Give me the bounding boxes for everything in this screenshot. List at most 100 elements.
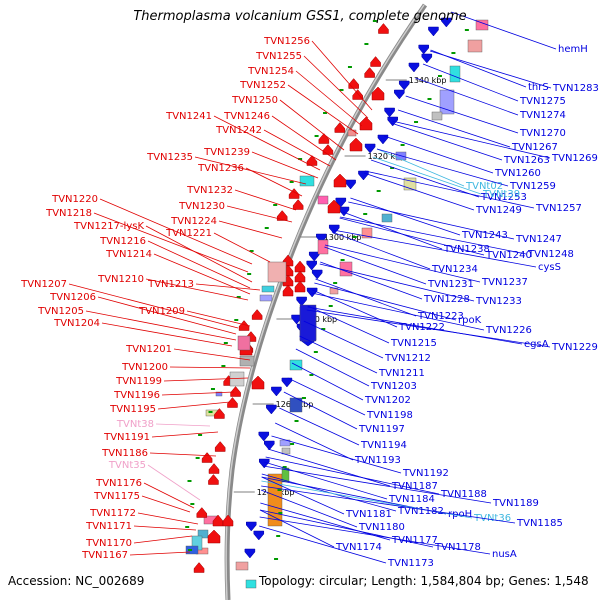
gc-skew-mark: [427, 98, 432, 100]
forward-gene-arrow: [193, 562, 205, 573]
forward-gene-arrow: [364, 67, 375, 78]
reverse-gene-label: TVN1173: [387, 558, 434, 569]
forward-feature-block: [261, 285, 275, 293]
forward-feature-block: [259, 294, 273, 302]
forward-gene-leader-line: [137, 512, 199, 525]
forward-gene-leader-line: [145, 278, 249, 301]
orange-feature-block: [267, 473, 283, 527]
forward-gene-arrow: [306, 155, 318, 166]
forward-gene-arrow: [222, 514, 234, 527]
reverse-gene-arrow: [271, 386, 282, 397]
forward-gene-label: TVN1170: [85, 538, 132, 549]
reverse-gene-label: rpoK: [458, 315, 482, 326]
reverse-gene-label: TVN1263: [503, 155, 550, 166]
reverse-gene-label: TVN1194: [360, 440, 407, 451]
reverse-gene-label: TVN1184: [388, 494, 435, 505]
gc-skew-mark: [352, 236, 357, 238]
forward-gene-label: TVNt38: [116, 419, 154, 430]
forward-gene-label: TVN1241: [165, 111, 212, 122]
forward-gene-label: TVN1242: [215, 125, 262, 136]
gc-skew-mark: [321, 328, 326, 330]
reverse-gene-arrow: [253, 530, 265, 541]
gc-skew-mark: [274, 558, 279, 560]
reverse-gene-arrow: [428, 26, 439, 37]
reverse-gene-label: TVN1257: [535, 203, 582, 214]
feature-box: [439, 89, 455, 115]
reverse-gene-leader-line: [383, 135, 494, 174]
reverse-gene-leader-line: [340, 216, 527, 255]
reverse-gene-label: TVN1228: [423, 294, 470, 305]
reverse-gene-leader-line: [324, 244, 481, 283]
reverse-gene-leader-line: [259, 516, 491, 555]
gc-skew-mark: [290, 443, 295, 445]
forward-gene-arrow: [208, 474, 219, 485]
forward-feature-block: [317, 239, 329, 255]
reverse-gene-arrow: [258, 431, 270, 442]
reverse-gene-label: TVN1247: [515, 234, 562, 245]
forward-gene-leader-line: [157, 401, 231, 410]
forward-gene-label: TVN1235: [146, 152, 193, 163]
forward-gene-label: TVN1250: [231, 95, 278, 106]
kbp-tick-label: 1340 kbp: [409, 76, 447, 85]
forward-gene-arrow: [334, 122, 346, 133]
reverse-gene-label: TVN1198: [366, 410, 413, 421]
reverse-gene-leader-line: [264, 461, 388, 500]
forward-feature-block: [299, 175, 315, 187]
feature-box: [235, 561, 249, 571]
gc-skew-mark: [278, 512, 283, 514]
forward-gene-label: TVN1224: [170, 216, 217, 227]
gc-skew-mark: [323, 112, 328, 114]
forward-gene-leader-line: [213, 115, 321, 171]
forward-gene-leader-line: [271, 115, 337, 161]
reverse-gene-leader-line: [405, 95, 519, 134]
forward-gene-leader-line: [287, 84, 359, 135]
forward-gene-leader-line: [173, 348, 251, 361]
forward-gene-arrow: [322, 144, 334, 155]
forward-gene-label: TVN1196: [113, 390, 160, 401]
reverse-gene-leader-line: [315, 278, 417, 317]
forward-gene-label: TVN1239: [203, 147, 250, 158]
gc-skew-mark: [273, 204, 278, 206]
forward-gene-label: TVN1207: [20, 279, 67, 290]
reverse-gene-leader-line: [279, 407, 360, 446]
reverse-gene-label: TVN1259: [509, 181, 556, 192]
reverse-gene-leader-line: [324, 246, 427, 285]
reverse-gene-label: TVN1188: [440, 489, 487, 500]
reverse-gene-arrow: [246, 521, 257, 532]
feature-box: [431, 111, 443, 121]
forward-gene-leader-line: [251, 151, 319, 179]
forward-gene-label: TVN1205: [37, 306, 84, 317]
reverse-gene-label: cysS: [538, 262, 561, 273]
reverse-gene-label: TVN1248: [527, 249, 574, 260]
reverse-gene-arrow: [408, 62, 420, 73]
forward-gene-arrow: [196, 507, 208, 518]
reverse-gene-leader-line: [429, 50, 552, 89]
reverse-gene-leader-line: [283, 391, 358, 430]
gc-skew-mark: [264, 227, 269, 229]
forward-gene-label: TVN1214: [105, 249, 152, 260]
forward-gene-leader-line: [311, 40, 373, 111]
feature-box: [467, 39, 483, 53]
gc-skew-mark: [340, 259, 345, 261]
forward-gene-label: TVN1172: [89, 508, 136, 519]
forward-gene-arrow: [230, 386, 241, 397]
forward-gene-label: TVN1221: [165, 228, 212, 239]
forward-feature-block: [237, 335, 251, 351]
gc-skew-mark: [400, 144, 405, 146]
forward-gene-leader-line: [147, 464, 201, 501]
forward-gene-label: TVN1216: [99, 236, 146, 247]
forward-gene-leader-line: [195, 283, 261, 291]
forward-gene-arrow: [208, 463, 220, 474]
topology-summary-text: Topology: circular; Length: 1,584,804 bp…: [259, 574, 589, 588]
forward-gene-leader-line: [85, 310, 237, 341]
forward-gene-leader-line: [218, 220, 283, 239]
reverse-gene-leader-line: [376, 148, 509, 187]
forward-gene-leader-line: [68, 283, 239, 329]
forward-gene-arrow: [318, 133, 330, 144]
forward-gene-label: TVN1167: [81, 550, 128, 561]
reverse-gene-label: TVN1215: [390, 338, 437, 349]
reverse-gene-leader-line: [350, 197, 461, 236]
gc-skew-mark: [390, 167, 395, 169]
gc-skew-mark: [221, 365, 226, 367]
forward-feature-block: [347, 129, 357, 137]
